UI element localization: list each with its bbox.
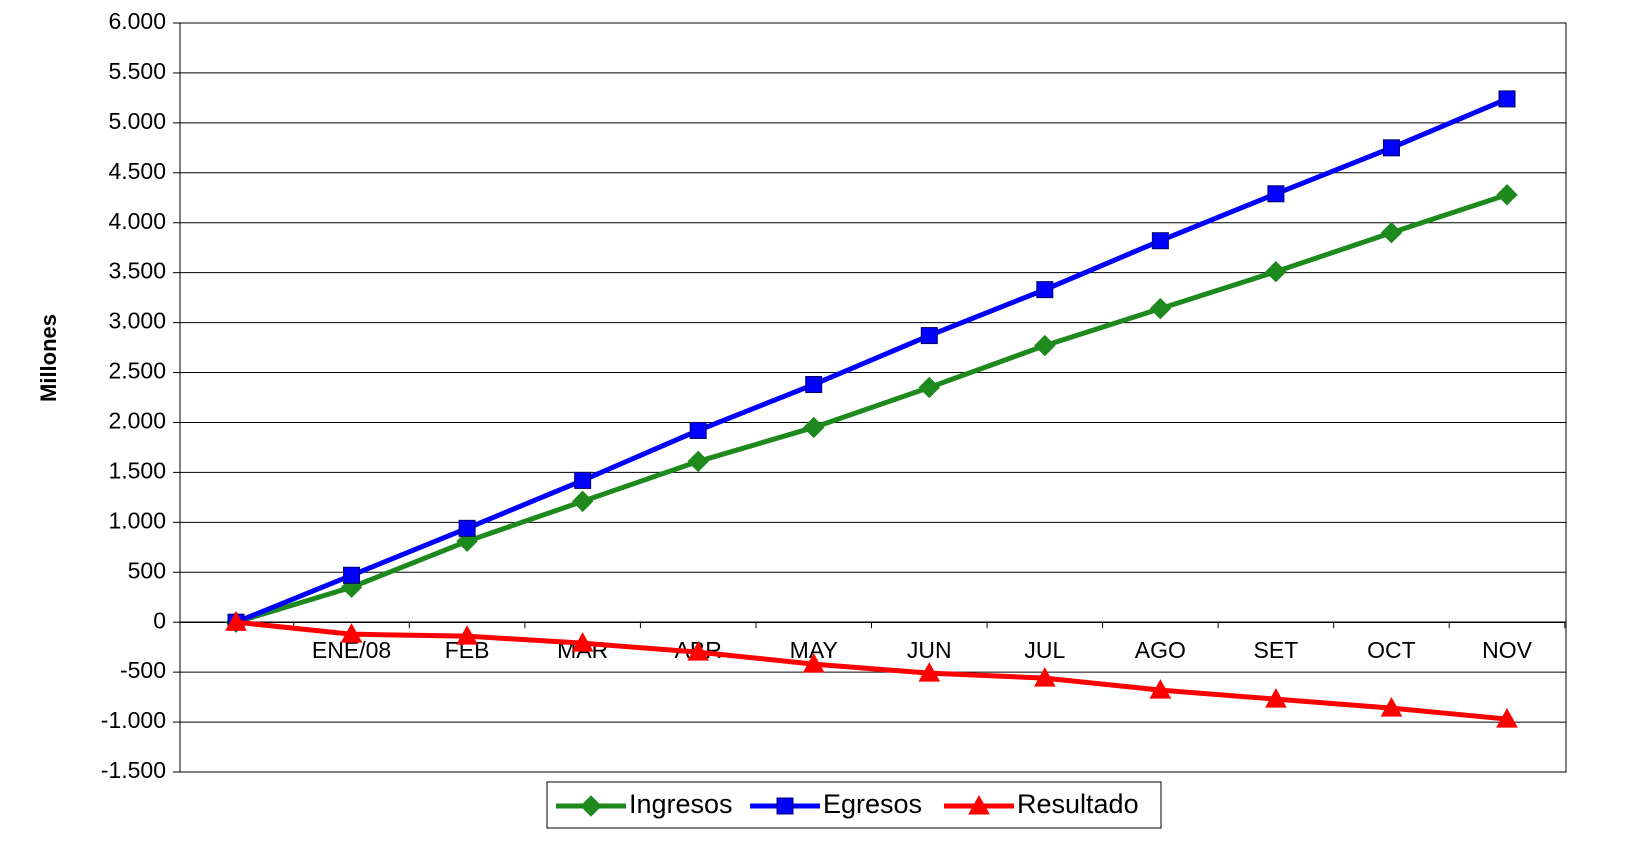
data-point-egresos — [574, 471, 592, 489]
data-point-resultado — [1380, 697, 1403, 717]
data-point-resultado — [340, 623, 363, 643]
x-tick-label: JUL — [1024, 637, 1065, 663]
y-tick-label: -1.500 — [101, 757, 166, 783]
legend-label-egresos: Egresos — [823, 789, 922, 819]
legend-label-resultado: Resultado — [1017, 789, 1139, 819]
y-tick-label: 3.500 — [108, 258, 166, 284]
y-tick-label: 1.500 — [108, 457, 166, 483]
series-egresos — [227, 90, 1516, 631]
data-point-egresos — [1267, 185, 1285, 203]
data-point-resultado — [1265, 688, 1287, 708]
legend-item-resultado: Resultado — [944, 789, 1139, 819]
axes — [179, 22, 1567, 773]
data-point-egresos — [1151, 232, 1169, 250]
legend-item-ingresos: Ingresos — [556, 789, 733, 819]
legend-marker-egresos — [776, 797, 794, 815]
data-point-resultado — [918, 662, 941, 682]
data-point-ingresos — [803, 416, 825, 439]
y-tick-label: 5.500 — [108, 58, 166, 84]
data-point-egresos — [1498, 90, 1516, 108]
data-point-egresos — [805, 376, 823, 394]
x-tick-label: OCT — [1367, 637, 1416, 663]
series-line-ingresos — [235, 192, 1508, 625]
data-point-egresos — [1382, 139, 1400, 157]
data-point-egresos — [1036, 281, 1054, 299]
y-tick-label: 0 — [153, 607, 166, 633]
legend-label-ingresos: Ingresos — [629, 789, 733, 819]
data-point-ingresos — [687, 450, 709, 473]
x-axis-ticks: ENE/08FEBMARABRMAYJUNJULAGOSETOCTNOV — [312, 637, 1533, 663]
data-point-egresos — [689, 421, 707, 439]
data-point-egresos — [920, 327, 938, 345]
y-tick-label: -1.000 — [101, 707, 166, 733]
data-point-resultado — [456, 625, 478, 645]
y-axis-label: Millones — [36, 314, 61, 402]
y-tick-label: 1.000 — [108, 507, 166, 533]
data-point-ingresos — [1034, 334, 1056, 357]
legend: Ingresos Egresos Resultado — [546, 781, 1162, 829]
data-point-egresos — [458, 519, 476, 537]
data-point-ingresos — [571, 490, 594, 513]
y-tick-label: 4.000 — [108, 208, 166, 234]
data-point-ingresos — [918, 376, 940, 399]
legend-marker-resultado — [968, 794, 990, 815]
plot-area-border — [179, 22, 1567, 773]
data-point-resultado — [1149, 679, 1172, 699]
legend-item-egresos: Egresos — [750, 789, 922, 819]
series-line-egresos — [235, 96, 1508, 625]
y-tick-label: 5.000 — [108, 108, 166, 134]
x-tick-label: AGO — [1135, 637, 1186, 663]
data-point-ingresos — [1380, 222, 1403, 244]
x-tick-label: NOV — [1482, 637, 1533, 663]
x-tick-label: JUN — [907, 637, 952, 663]
data-point-resultado — [1496, 708, 1518, 728]
data-point-resultado — [1033, 667, 1056, 687]
y-axis-ticks: -1.500 -1.000 -500 0 500 1.000 1.500 2.000 2.500… — [101, 8, 180, 783]
data-point-resultado — [687, 641, 710, 661]
y-tick-label: 4.500 — [108, 158, 166, 184]
data-point-resultado — [225, 611, 247, 631]
y-tick-label: 3.000 — [108, 308, 166, 334]
series-ingresos — [225, 184, 1518, 633]
y-tick-label: 2.500 — [108, 358, 166, 384]
y-tick-label: 6.000 — [108, 8, 166, 34]
series-lines — [225, 90, 1518, 728]
y-tick-label: 500 — [128, 557, 166, 583]
legend-marker-ingresos — [580, 795, 602, 817]
series-line-resultado — [235, 619, 1508, 722]
data-point-resultado — [802, 653, 825, 673]
data-point-resultado — [571, 632, 594, 652]
series-resultado — [225, 611, 1518, 728]
x-tick-label: SET — [1254, 637, 1299, 663]
data-point-ingresos — [1496, 184, 1518, 206]
legend-box — [546, 781, 1162, 829]
data-point-egresos — [343, 566, 361, 584]
y-tick-label: 2.000 — [108, 408, 166, 434]
data-point-ingresos — [1149, 297, 1172, 320]
y-tick-label: -500 — [120, 657, 166, 683]
data-point-ingresos — [1265, 260, 1287, 283]
